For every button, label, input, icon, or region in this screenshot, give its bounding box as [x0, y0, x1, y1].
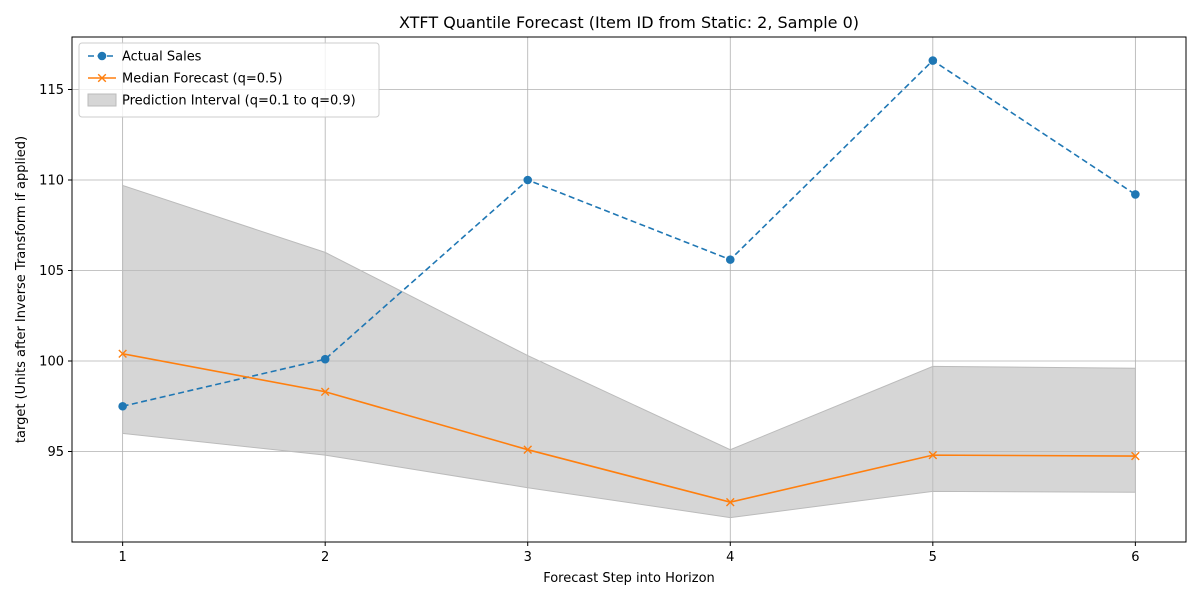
x-tick-label: 4 [726, 550, 734, 565]
chart-title: XTFT Quantile Forecast (Item ID from Sta… [399, 13, 859, 32]
data-point [118, 401, 127, 411]
data-point [523, 445, 533, 454]
x-tick-label: 1 [118, 550, 126, 565]
data-point [928, 56, 938, 65]
data-point [118, 349, 127, 359]
y-tick-label: 95 [47, 445, 64, 460]
legend-marker [97, 73, 107, 83]
legend-label: Median Forecast (q=0.5) [122, 72, 283, 87]
prediction-interval-area [122, 184, 1136, 519]
data-point [725, 497, 735, 507]
data-point [523, 175, 533, 185]
data-point [725, 255, 735, 264]
y-tick-label: 100 [39, 354, 64, 369]
data-point [320, 354, 330, 364]
series-line [122, 352, 1136, 504]
series-median-forecast [118, 349, 1140, 507]
legend-label: Prediction Interval (q=0.1 to q=0.9) [122, 94, 356, 109]
x-tick-label: 6 [1131, 550, 1139, 565]
legend-band-swatch [87, 93, 117, 107]
legend-entry: Prediction Interval (q=0.1 to q=0.9) [87, 93, 356, 109]
legend-entry: Median Forecast (q=0.5) [88, 72, 283, 87]
y-tick-label: 105 [39, 264, 64, 279]
y-axis-ticks: 95 100 105 110 115 [39, 83, 72, 460]
x-tick-label: 2 [321, 550, 329, 565]
data-point [1131, 190, 1140, 199]
plot-frame [71, 36, 1187, 543]
x-tick-label: 5 [929, 550, 937, 565]
data-point [928, 450, 938, 460]
series-layer [118, 56, 1140, 507]
legend-marker [97, 51, 107, 61]
legend-box [78, 42, 380, 118]
legend: Actual Sales Median Forecast (q=0.5) Predi… [78, 42, 380, 118]
legend-entry: Actual Sales [88, 50, 202, 65]
legend-label: Actual Sales [122, 50, 202, 65]
data-point [1131, 451, 1140, 461]
series-line [122, 59, 1136, 408]
x-axis-ticks: 1 2 3 4 5 6 [118, 542, 1140, 565]
x-axis-label: Forecast Step into Horizon [543, 571, 715, 586]
prediction-interval-band [122, 184, 1136, 519]
y-tick-label: 115 [39, 83, 64, 98]
data-point [320, 387, 330, 397]
y-axis-label: target (Units after Inverse Transform if… [14, 136, 29, 443]
y-tick-label: 110 [39, 173, 64, 188]
x-tick-label: 3 [524, 550, 532, 565]
series-actual-sales [118, 56, 1140, 411]
